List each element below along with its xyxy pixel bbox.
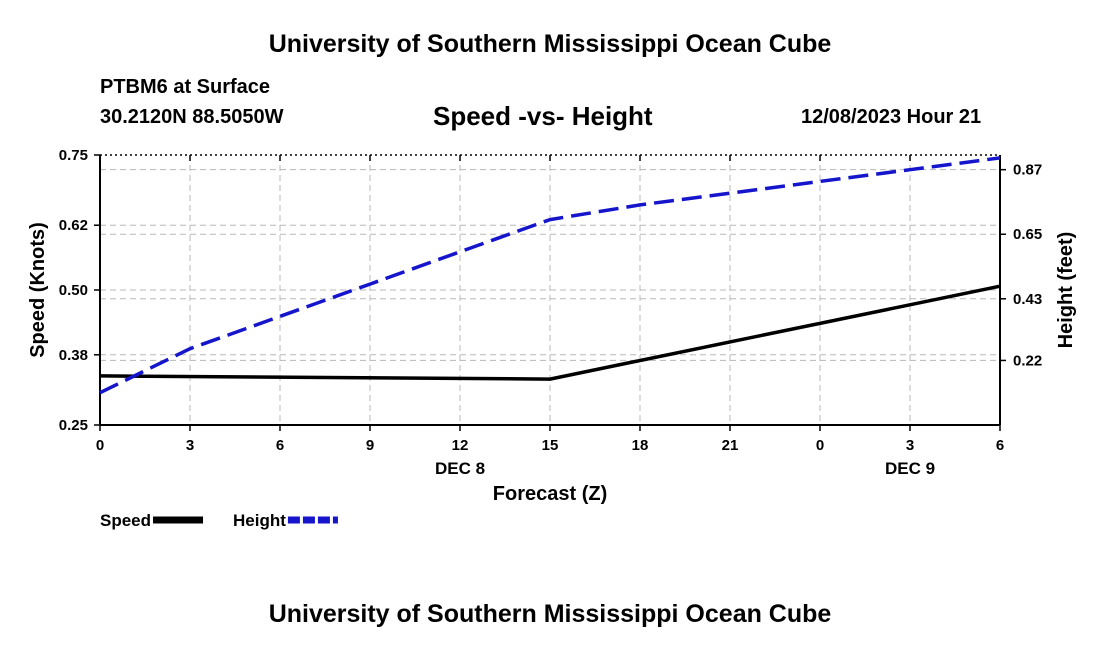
x-tick-label: 0 [96,437,104,454]
height-series-line [99,156,1001,395]
speed-series-line [99,284,1001,381]
speed-legend-label: Speed [100,511,151,530]
coordinates-label: 30.2120N 88.5050W [100,106,284,128]
y-tick-label: 0.50 [59,282,88,299]
y-tick-label: 0.62 [59,217,88,234]
x-tick-label: 6 [996,437,1004,454]
y2-axis-label: Height (feet) [1055,232,1077,349]
x-tick-label: 12 [452,437,469,454]
x-axis-label: Forecast (Z) [493,483,607,505]
y2-tick-label: 0.87 [1013,162,1042,179]
chart-subtitle: Speed -vs- Height [433,101,653,131]
x-tick-label: 15 [542,437,559,454]
chart-title: University of Southern Mississippi Ocean… [268,30,832,58]
x-tick-label: 3 [906,437,914,454]
datetime-label: 12/08/2023 Hour 21 [801,106,982,128]
y2-tick-label: 0.22 [1013,352,1042,369]
x-date-label: DEC 9 [885,459,935,478]
x-tick-label: 18 [632,437,649,454]
y2-tick-label: 0.65 [1013,226,1042,243]
y-tick-label: 0.25 [59,417,88,434]
y2-tick-label: 0.43 [1013,291,1042,308]
y-axis-label: Speed (Knots) [27,222,49,358]
x-tick-label: 6 [276,437,284,454]
x-tick-label: 9 [366,437,374,454]
x-date-label: DEC 8 [435,459,485,478]
y-tick-label: 0.38 [59,347,88,364]
x-tick-label: 0 [816,437,824,454]
height-legend-label: Height [233,511,286,530]
y-tick-label: 0.75 [59,147,88,164]
x-tick-label: 3 [186,437,194,454]
footer-title: University of Southern Mississippi Ocean… [268,600,832,628]
x-tick-label: 21 [722,437,739,454]
station-label: PTBM6 at Surface [100,76,271,98]
